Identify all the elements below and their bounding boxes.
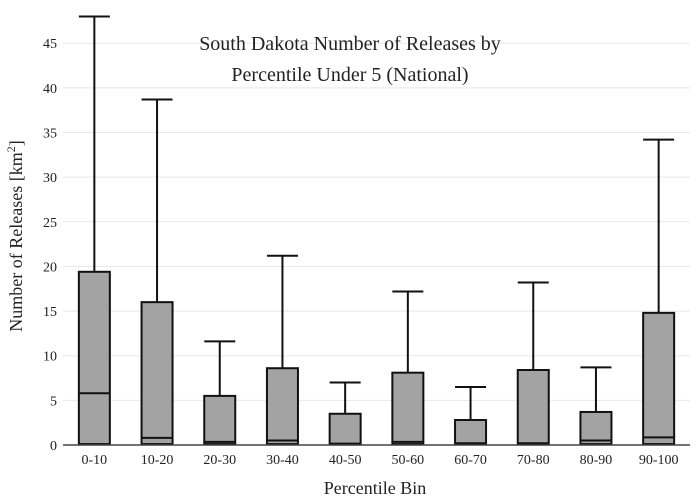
box-rect bbox=[328, 412, 362, 446]
box-rect bbox=[579, 410, 613, 446]
box-rect bbox=[140, 301, 174, 446]
chart-title-line-1: South Dakota Number of Releases by bbox=[199, 33, 501, 55]
box-rect bbox=[391, 371, 425, 446]
box-90-100 bbox=[642, 138, 676, 446]
y-tick-label: 30 bbox=[43, 171, 57, 186]
x-axis-title: Percentile Bin bbox=[324, 478, 426, 498]
x-tick-label: 60-70 bbox=[454, 453, 487, 468]
x-tick-label: 50-60 bbox=[392, 453, 425, 468]
y-axis-title: Number of Releases [km2] bbox=[4, 140, 26, 331]
y-tick-label: 45 bbox=[43, 37, 57, 52]
x-tick-label: 20-30 bbox=[203, 453, 236, 468]
box-30-40 bbox=[265, 254, 299, 446]
box-10-20 bbox=[140, 98, 174, 446]
y-axis-title-end: ] bbox=[6, 140, 26, 146]
box-series bbox=[77, 15, 676, 446]
x-tick-label: 10-20 bbox=[141, 453, 174, 468]
y-tick-label: 10 bbox=[43, 350, 57, 365]
y-axis-title-main: Number of Releases [km bbox=[6, 152, 26, 331]
chart-title-line-2: Percentile Under 5 (National) bbox=[231, 64, 468, 86]
tick-labels: 0 5 10 15 20 25 30 35 40 45 0-10 10-20 20-30 30-40 40-… bbox=[43, 37, 678, 468]
x-tick-label: 80-90 bbox=[580, 453, 613, 468]
box-50-60 bbox=[391, 290, 425, 446]
y-axis-title-superscript: 2 bbox=[4, 146, 18, 152]
y-tick-label: 25 bbox=[43, 216, 57, 231]
box-rect bbox=[203, 394, 237, 446]
x-tick-label: 40-50 bbox=[329, 453, 362, 468]
box-20-30 bbox=[203, 340, 237, 446]
box-80-90 bbox=[579, 366, 613, 446]
y-tick-label: 5 bbox=[50, 394, 57, 409]
y-tick-label: 40 bbox=[43, 82, 57, 97]
box-70-80 bbox=[516, 281, 550, 446]
box-rect bbox=[454, 419, 488, 446]
x-tick-label: 70-80 bbox=[517, 453, 550, 468]
y-tick-label: 35 bbox=[43, 127, 57, 142]
x-tick-label: 90-100 bbox=[639, 453, 679, 468]
x-tick-label: 30-40 bbox=[266, 453, 299, 468]
y-tick-label: 15 bbox=[43, 305, 57, 320]
box-rect bbox=[642, 311, 676, 446]
box-rect bbox=[265, 367, 299, 446]
box-rect bbox=[77, 270, 111, 446]
y-tick-label: 20 bbox=[43, 260, 57, 275]
x-tick-label: 0-10 bbox=[82, 453, 108, 468]
box-rect bbox=[516, 369, 550, 446]
box-0-10 bbox=[77, 15, 111, 446]
y-tick-label: 0 bbox=[50, 439, 57, 454]
box-40-50 bbox=[328, 381, 362, 446]
box-60-70 bbox=[454, 385, 488, 446]
